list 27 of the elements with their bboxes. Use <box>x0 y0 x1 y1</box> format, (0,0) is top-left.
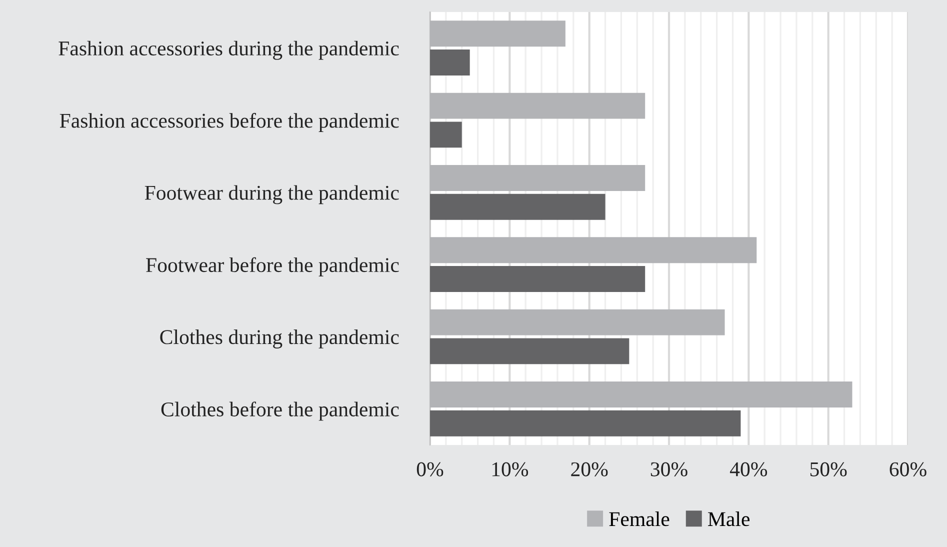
x-tick-label: 20% <box>571 462 608 476</box>
bar <box>430 237 757 264</box>
y-tick-label: Footwear during the pandemic <box>144 185 399 204</box>
bar <box>430 20 566 47</box>
bar <box>430 266 646 292</box>
legend-label: Male <box>708 512 750 526</box>
x-tick-label: 0% <box>416 462 444 476</box>
y-tick-label: Fashion accessories before the pandemic <box>60 112 399 132</box>
y-tick-label: Clothes during the pandemic <box>160 330 399 348</box>
bar <box>430 164 646 191</box>
bar <box>430 92 646 119</box>
bar <box>430 410 741 436</box>
x-tick-label: 40% <box>730 462 768 476</box>
x-tick-label: 60% <box>890 462 926 476</box>
bar <box>430 381 852 408</box>
legend-label: Female <box>609 512 670 526</box>
bar <box>430 309 725 336</box>
bar <box>430 338 630 364</box>
x-tick-label: 10% <box>492 462 528 476</box>
y-tick-label: Footwear before the pandemic <box>146 257 399 276</box>
bar <box>430 50 470 76</box>
bar <box>430 194 606 220</box>
y-tick-label: Clothes before the pandemic <box>161 402 399 421</box>
y-tick-label: Fashion accessories during the pandemic <box>58 40 399 60</box>
bar <box>430 122 462 148</box>
x-tick-label: 30% <box>650 462 688 476</box>
x-tick-label: 50% <box>810 462 847 476</box>
